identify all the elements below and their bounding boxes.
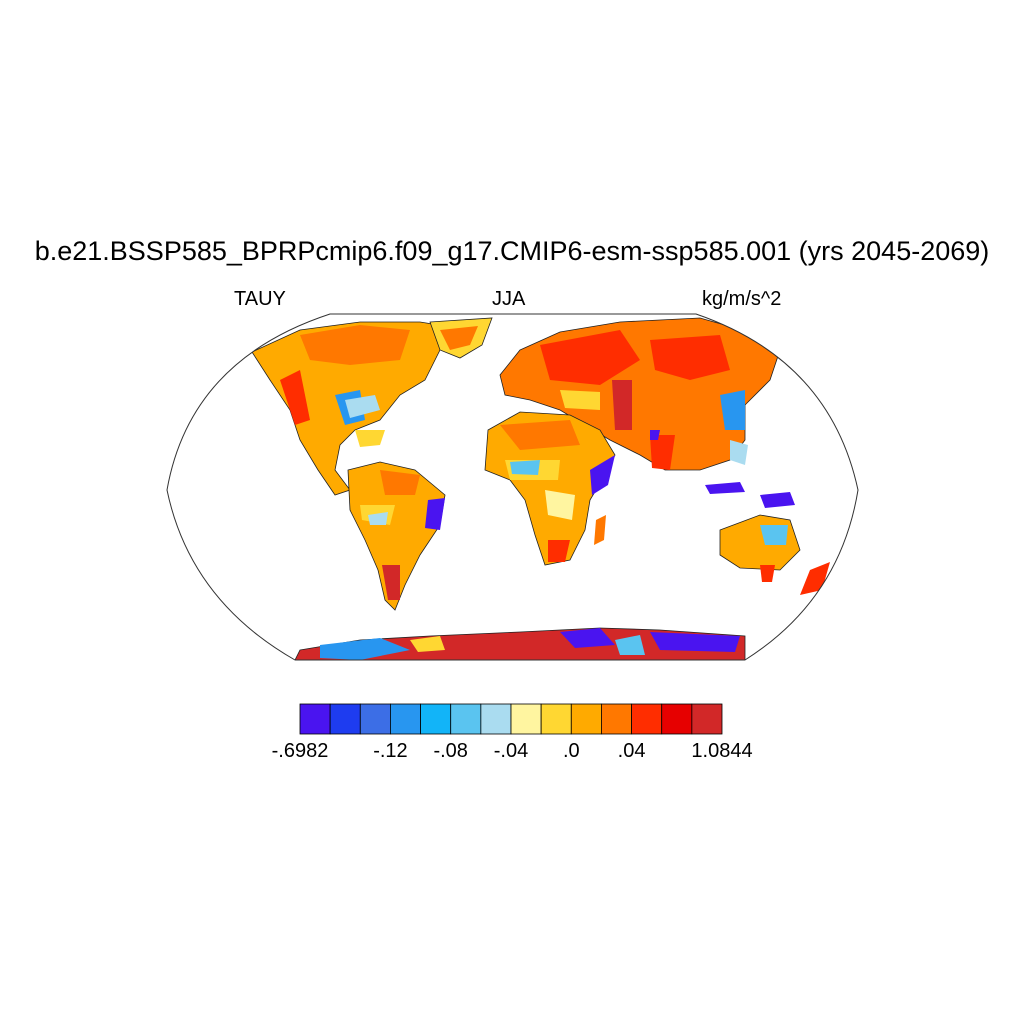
colorbar-label: .04 — [617, 740, 646, 762]
colorbar-swatch — [570, 703, 602, 735]
colorbar-label: -.6982 — [271, 740, 329, 762]
colorbar-swatch — [661, 703, 693, 735]
madagascar — [594, 515, 606, 545]
colorbar-swatch — [420, 703, 452, 735]
new-zealand — [800, 562, 830, 595]
colorbar-swatch — [299, 703, 331, 735]
australia — [719, 514, 801, 571]
land-fields — [251, 317, 830, 660]
colorbar-label: -.04 — [493, 740, 529, 762]
map-boundary — [166, 313, 859, 661]
colorbar-swatch — [510, 703, 542, 735]
colorbar-label: 1.0844 — [691, 740, 753, 762]
colorbar-swatch — [601, 703, 632, 735]
maritime-continent — [705, 482, 745, 494]
colorbar-swatch — [540, 703, 572, 735]
colorbar-swatch — [691, 703, 723, 735]
season-label: JJA — [492, 288, 526, 310]
colorbar-swatch — [480, 703, 512, 735]
colorbar-swatch — [450, 703, 482, 735]
africa — [484, 411, 616, 566]
colorbar-label: -.12 — [373, 740, 408, 762]
units-label: kg/m/s^2 — [702, 288, 782, 310]
colorbar-swatch — [329, 703, 361, 735]
colorbar-label: -.08 — [433, 740, 468, 762]
plot-title: b.e21.BSSP585_BPRPcmip6.f09_g17.CMIP6-es… — [34, 236, 990, 266]
south-america — [347, 461, 446, 611]
colorbar-swatch — [359, 703, 391, 735]
variable-label: TAUY — [234, 288, 286, 310]
colorbar-swatch — [390, 703, 421, 735]
colorbar-label: .0 — [562, 740, 580, 762]
colorbar-swatch — [631, 703, 663, 735]
colorbar — [299, 703, 723, 735]
